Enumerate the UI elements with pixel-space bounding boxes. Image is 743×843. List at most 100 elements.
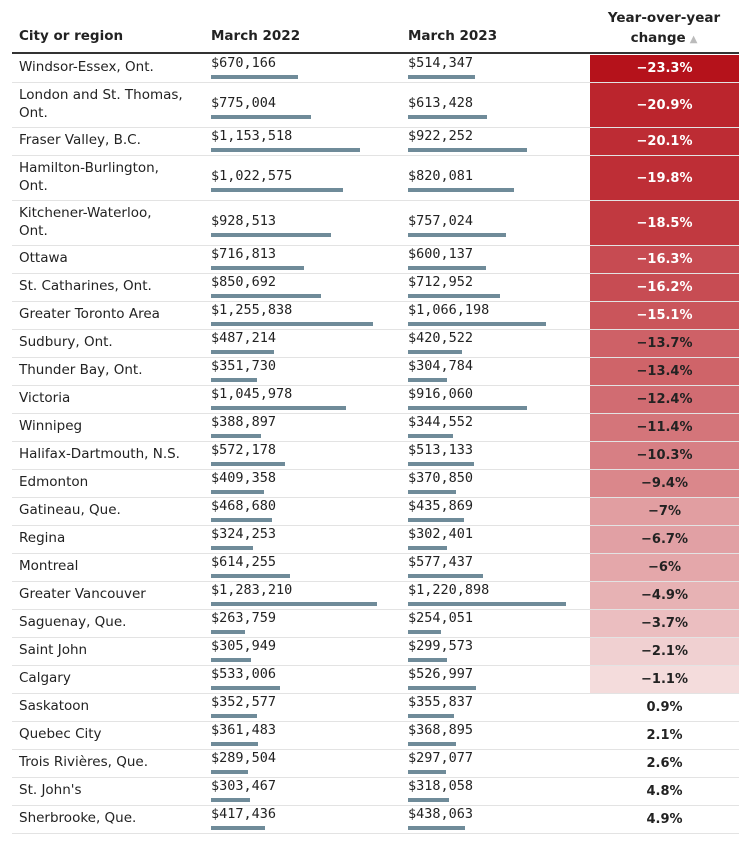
value-march-2022: $1,022,575 xyxy=(211,168,293,184)
city-name-line: Victoria xyxy=(19,390,71,406)
city-name-line: Sudbury, Ont. xyxy=(19,334,113,350)
bar-march-2022 xyxy=(211,742,258,746)
value-march-2022: $468,680 xyxy=(211,498,277,514)
table-row: Sherbrooke, Que. $417,436 $438,063 4.9% xyxy=(12,806,739,834)
table-row: Quebec City $361,483 $368,895 2.1% xyxy=(12,722,739,750)
change-cell: −16.2% xyxy=(590,274,739,301)
value-march-2023: $1,066,198 xyxy=(408,302,490,318)
change-cell: −18.5% xyxy=(590,201,739,245)
city-name-line: Thunder Bay, Ont. xyxy=(19,362,143,378)
change-value: −18.5% xyxy=(636,215,693,231)
bar-march-2023 xyxy=(408,115,487,119)
value-march-2022: $351,730 xyxy=(211,358,277,374)
bar-march-2022 xyxy=(211,233,331,237)
bar-march-2022 xyxy=(211,294,321,298)
header-march-2022[interactable]: March 2022 xyxy=(211,28,301,44)
change-value: −19.8% xyxy=(636,170,693,186)
change-cell: −6.7% xyxy=(590,526,739,553)
change-cell: −19.8% xyxy=(590,156,739,200)
bar-march-2022 xyxy=(211,770,248,774)
value-march-2023: $1,220,898 xyxy=(408,582,490,598)
city-name: Edmonton xyxy=(19,473,199,491)
value-march-2023: $600,137 xyxy=(408,246,474,262)
city-name: Saguenay, Que. xyxy=(19,613,199,631)
bar-march-2023 xyxy=(408,378,447,382)
city-name: Quebec City xyxy=(19,725,199,743)
header-city[interactable]: City or region xyxy=(19,28,124,44)
bar-march-2022 xyxy=(211,378,257,382)
change-cell: 0.9% xyxy=(590,694,739,721)
change-value: −11.4% xyxy=(636,420,693,435)
table-row: Greater Vancouver $1,283,210 $1,220,898 −4.… xyxy=(12,582,739,610)
value-march-2022: $324,253 xyxy=(211,526,277,542)
value-march-2022: $533,006 xyxy=(211,666,277,682)
bar-march-2022 xyxy=(211,322,373,326)
city-name: Sudbury, Ont. xyxy=(19,333,199,351)
value-march-2023: $922,252 xyxy=(408,128,474,144)
city-name: Winnipeg xyxy=(19,417,199,435)
value-march-2022: $417,436 xyxy=(211,806,277,822)
bar-march-2023 xyxy=(408,826,465,830)
table-row: London and St. Thomas, Ont. $775,004 $613,4… xyxy=(12,83,739,128)
bar-march-2023 xyxy=(408,266,486,270)
bar-march-2022 xyxy=(211,602,377,606)
bar-march-2022 xyxy=(211,462,285,466)
bar-march-2022 xyxy=(211,686,280,690)
table-row: Thunder Bay, Ont. $351,730 $304,784 −13.4% xyxy=(12,358,739,386)
table-row: Hamilton-Burlington, Ont. $1,022,575 $820,0… xyxy=(12,156,739,201)
city-name-line: Ont. xyxy=(19,105,48,121)
bar-march-2023 xyxy=(408,574,483,578)
change-value: −2.1% xyxy=(641,644,688,659)
header-march-2023[interactable]: March 2023 xyxy=(408,28,498,44)
bar-march-2022 xyxy=(211,574,290,578)
city-name: Regina xyxy=(19,529,199,547)
value-march-2022: $388,897 xyxy=(211,414,277,430)
city-name-line: Windsor-Essex, Ont. xyxy=(19,59,154,75)
sort-ascending-icon[interactable]: ▲ xyxy=(689,34,698,45)
city-name: Windsor-Essex, Ont. xyxy=(19,58,199,76)
value-march-2023: $514,347 xyxy=(408,55,474,71)
city-name: Greater Toronto Area xyxy=(19,305,199,323)
table-row: Saint John $305,949 $299,573 −2.1% xyxy=(12,638,739,666)
bar-march-2023 xyxy=(408,546,447,550)
city-name-line: Quebec City xyxy=(19,726,102,742)
table-row: Edmonton $409,358 $370,850 −9.4% xyxy=(12,470,739,498)
bar-march-2023 xyxy=(408,630,441,634)
bar-march-2023 xyxy=(408,148,527,152)
change-value: −9.4% xyxy=(641,476,688,491)
table-row: Kitchener-Waterloo, Ont. $928,513 $757,024 −… xyxy=(12,201,739,246)
city-name-line: Gatineau, Que. xyxy=(19,502,121,518)
city-name: Greater Vancouver xyxy=(19,585,199,603)
change-value: −4.9% xyxy=(641,588,688,603)
value-march-2023: $254,051 xyxy=(408,610,474,626)
table-row: Sudbury, Ont. $487,214 $420,522 −13.7% xyxy=(12,330,739,358)
table-row: Gatineau, Que. $468,680 $435,869 −7% xyxy=(12,498,739,526)
city-name: Calgary xyxy=(19,669,199,687)
change-cell: −6% xyxy=(590,554,739,581)
header-change[interactable]: Year-over-year change ▲ xyxy=(590,8,738,50)
change-cell: 4.9% xyxy=(590,806,739,833)
city-name-line: Regina xyxy=(19,530,66,546)
change-value: 2.1% xyxy=(646,728,683,743)
header-divider xyxy=(12,52,739,54)
change-value: −23.3% xyxy=(636,61,693,76)
value-march-2023: $916,060 xyxy=(408,386,474,402)
change-value: −6.7% xyxy=(641,532,688,547)
value-march-2022: $928,513 xyxy=(211,213,277,229)
change-cell: −23.3% xyxy=(590,55,739,82)
change-cell: 4.8% xyxy=(590,778,739,805)
city-name-line: Greater Toronto Area xyxy=(19,306,160,322)
city-name-line: Greater Vancouver xyxy=(19,586,146,602)
city-name-line: Sherbrooke, Que. xyxy=(19,810,137,826)
city-name-line: Ottawa xyxy=(19,250,68,266)
value-march-2022: $670,166 xyxy=(211,55,277,71)
value-march-2023: $302,401 xyxy=(408,526,474,542)
bar-march-2023 xyxy=(408,188,514,192)
bar-march-2022 xyxy=(211,148,360,152)
change-cell: −11.4% xyxy=(590,414,739,441)
value-march-2022: $1,283,210 xyxy=(211,582,293,598)
city-name: St. Catharines, Ont. xyxy=(19,277,199,295)
city-name-line: Ont. xyxy=(19,223,48,239)
table-row: Winnipeg $388,897 $344,552 −11.4% xyxy=(12,414,739,442)
change-cell: −15.1% xyxy=(590,302,739,329)
